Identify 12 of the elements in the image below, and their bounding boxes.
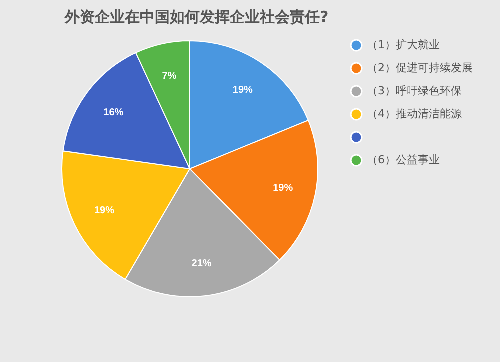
data-label: 16% [104, 107, 124, 118]
legend-label: （4）推动清洁能源 [367, 108, 462, 120]
data-label: 7% [162, 71, 177, 82]
legend-label: （2）促进可持续发展 [367, 62, 473, 74]
chart-title: 外资企业在中国如何发挥企业社会责任? [64, 8, 329, 26]
legend-label: （3）呼吁绿色环保 [367, 84, 462, 98]
data-label: 19% [273, 183, 294, 194]
legend-label: （1）扩大就业 [367, 38, 440, 52]
data-label: 19% [94, 205, 115, 216]
data-label: 21% [192, 258, 212, 270]
legend-label: （6）公益事业 [367, 154, 440, 166]
data-label: 19% [232, 85, 254, 96]
